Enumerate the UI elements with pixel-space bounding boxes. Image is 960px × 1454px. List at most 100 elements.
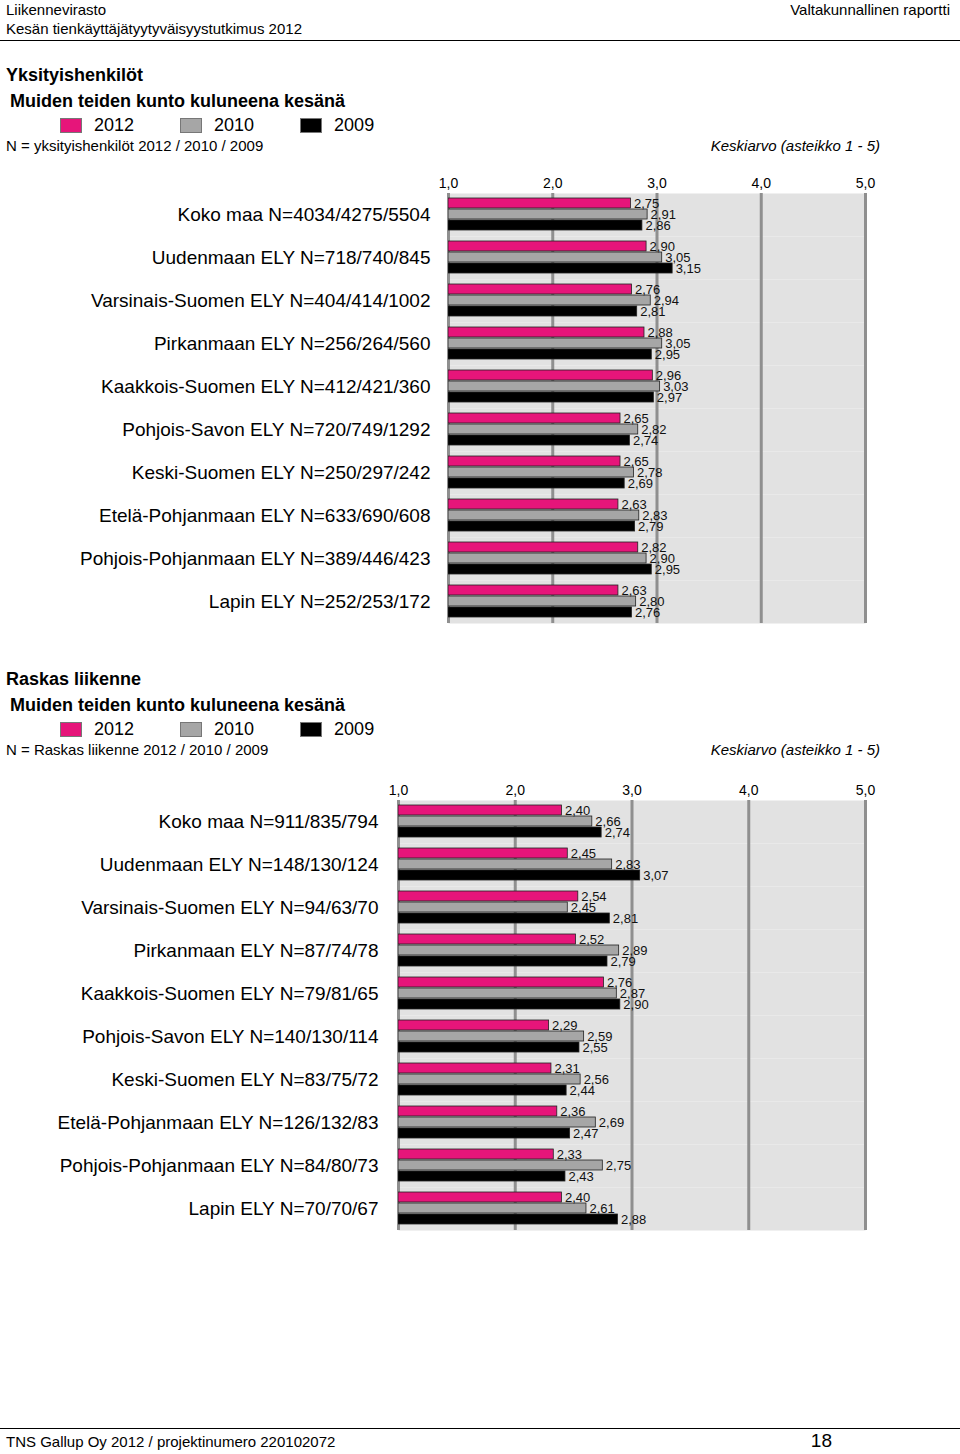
svg-text:Koko maa N=911/835/794: Koko maa N=911/835/794 — [159, 811, 379, 832]
svg-text:2,36: 2,36 — [560, 1104, 585, 1119]
svg-text:2,90: 2,90 — [649, 550, 675, 566]
svg-text:5,0: 5,0 — [856, 175, 876, 191]
svg-text:Kaakkois-Suomen ELY N=79/81/65: Kaakkois-Suomen ELY N=79/81/65 — [81, 983, 379, 1004]
svg-text:Koko maa N=4034/4275/5504: Koko maa N=4034/4275/5504 — [177, 204, 430, 225]
svg-text:Pirkanmaan ELY N=256/264/560: Pirkanmaan ELY N=256/264/560 — [154, 333, 431, 354]
svg-text:2,96: 2,96 — [655, 367, 682, 383]
svg-text:2,63: 2,63 — [621, 496, 647, 512]
svg-text:2,79: 2,79 — [638, 519, 663, 534]
svg-text:2,65: 2,65 — [623, 410, 649, 426]
html-text:Muiden teiden kunto kuluneena: Muiden teiden kunto kuluneena kesänä — [10, 91, 346, 111]
svg-text:Keski-Suomen ELY N=83/75/72: Keski-Suomen ELY N=83/75/72 — [111, 1069, 378, 1090]
svg-text:Uudenmaan ELY N=718/740/845: Uudenmaan ELY N=718/740/845 — [152, 247, 431, 268]
html-text:N = Raskas liikenne 2012 / 201: N = Raskas liikenne 2012 / 2010 / 2009 — [6, 741, 269, 758]
svg-text:Pohjois-Savon ELY N=140/130/11: Pohjois-Savon ELY N=140/130/114 — [82, 1026, 379, 1047]
svg-text:2,94: 2,94 — [653, 292, 680, 308]
svg-text:2,75: 2,75 — [606, 1158, 631, 1173]
svg-text:3,05: 3,05 — [665, 249, 691, 265]
svg-text:1,0: 1,0 — [389, 782, 409, 798]
svg-text:2,95: 2,95 — [655, 347, 680, 362]
svg-text:Varsinais-Suomen ELY N=404/414: Varsinais-Suomen ELY N=404/414/1002 — [91, 290, 431, 311]
html-text:Yksityishenkilöt: Yksityishenkilöt — [6, 65, 144, 85]
svg-text:2,90: 2,90 — [649, 238, 675, 254]
svg-text:2,45: 2,45 — [571, 846, 596, 861]
svg-text:Kaakkois-Suomen ELY N=412/421/: Kaakkois-Suomen ELY N=412/421/360 — [101, 376, 430, 397]
svg-text:2,0: 2,0 — [506, 782, 526, 798]
svg-text:2,52: 2,52 — [579, 932, 604, 947]
html-text:Muiden teiden kunto kuluneena: Muiden teiden kunto kuluneena kesänä — [10, 695, 346, 715]
svg-text:2,47: 2,47 — [573, 1126, 598, 1141]
svg-text:3,05: 3,05 — [665, 335, 691, 351]
svg-text:2,83: 2,83 — [642, 507, 668, 523]
svg-text:Pohjois-Pohjanmaan ELY N=84/80: Pohjois-Pohjanmaan ELY N=84/80/73 — [60, 1155, 379, 1176]
svg-text:2,91: 2,91 — [650, 206, 676, 222]
svg-text:2,86: 2,86 — [645, 218, 670, 233]
svg-text:2,76: 2,76 — [635, 605, 660, 620]
html-text:Keskiarvo (asteikko 1 - 5): Keskiarvo (asteikko 1 - 5) — [710, 741, 880, 758]
svg-text:2,74: 2,74 — [605, 825, 630, 840]
html-text:2009: 2009 — [334, 718, 375, 739]
svg-text:2,78: 2,78 — [637, 464, 663, 480]
html-text:2010: 2010 — [214, 114, 255, 135]
svg-text:Pohjois-Pohjanmaan ELY N=389/4: Pohjois-Pohjanmaan ELY N=389/446/423 — [80, 548, 431, 569]
html-text:Kesän tienkäyttäjätyytyväisyys: Kesän tienkäyttäjätyytyväisyystutkimus 2… — [6, 20, 302, 37]
svg-text:2,95: 2,95 — [655, 562, 680, 577]
svg-text:2,81: 2,81 — [640, 304, 665, 319]
svg-text:2,43: 2,43 — [568, 1169, 593, 1184]
svg-text:2,45: 2,45 — [571, 900, 596, 915]
html-text:Keskiarvo (asteikko 1 - 5): Keskiarvo (asteikko 1 - 5) — [710, 137, 880, 154]
svg-text:2,55: 2,55 — [582, 1040, 607, 1055]
svg-text:Etelä-Pohjanmaan ELY N=633/690: Etelä-Pohjanmaan ELY N=633/690/608 — [99, 505, 431, 526]
svg-text:2,90: 2,90 — [623, 997, 648, 1012]
html-text:N = yksityishenkilöt 2012 / 20: N = yksityishenkilöt 2012 / 2010 / 2009 — [6, 137, 264, 154]
html-text:2012: 2012 — [94, 718, 134, 739]
html-text:Valtakunnallinen raportti: Valtakunnallinen raportti — [790, 1, 950, 18]
svg-text:2,40: 2,40 — [565, 803, 590, 818]
svg-text:Lapin ELY N=252/253/172: Lapin ELY N=252/253/172 — [209, 591, 431, 612]
html-text:2009: 2009 — [334, 114, 375, 135]
svg-text:2,83: 2,83 — [615, 857, 640, 872]
svg-text:2,82: 2,82 — [641, 421, 667, 437]
svg-text:Pirkanmaan ELY N=87/74/78: Pirkanmaan ELY N=87/74/78 — [134, 940, 379, 961]
svg-text:2,61: 2,61 — [589, 1201, 614, 1216]
html-text:Raskas liikenne: Raskas liikenne — [6, 669, 142, 689]
svg-text:5,0: 5,0 — [856, 782, 876, 798]
html-text:2010: 2010 — [214, 718, 255, 739]
svg-text:2,76: 2,76 — [635, 281, 661, 297]
svg-text:2,81: 2,81 — [613, 911, 638, 926]
svg-text:2,33: 2,33 — [557, 1147, 582, 1162]
svg-text:3,15: 3,15 — [676, 261, 701, 276]
svg-text:4,0: 4,0 — [739, 782, 759, 798]
svg-text:2,74: 2,74 — [633, 433, 658, 448]
svg-text:2,29: 2,29 — [552, 1018, 577, 1033]
svg-text:4,0: 4,0 — [752, 175, 772, 191]
svg-text:2,88: 2,88 — [647, 324, 673, 340]
svg-text:2,40: 2,40 — [565, 1190, 590, 1205]
svg-text:2,97: 2,97 — [657, 390, 682, 405]
svg-text:Keski-Suomen ELY N=250/297/242: Keski-Suomen ELY N=250/297/242 — [132, 462, 431, 483]
svg-text:2,88: 2,88 — [621, 1212, 646, 1227]
svg-text:3,03: 3,03 — [663, 378, 689, 394]
svg-text:Uudenmaan ELY N=148/130/124: Uudenmaan ELY N=148/130/124 — [100, 854, 379, 875]
svg-text:2,69: 2,69 — [599, 1115, 624, 1130]
svg-text:1,0: 1,0 — [439, 175, 459, 191]
svg-text:Etelä-Pohjanmaan ELY N=126/132: Etelä-Pohjanmaan ELY N=126/132/83 — [58, 1112, 379, 1133]
svg-text:3,07: 3,07 — [643, 868, 668, 883]
html-text:2012: 2012 — [94, 114, 134, 135]
svg-text:Pohjois-Savon ELY N=720/749/12: Pohjois-Savon ELY N=720/749/1292 — [122, 419, 430, 440]
svg-text:2,31: 2,31 — [554, 1061, 579, 1076]
svg-text:2,65: 2,65 — [623, 453, 649, 469]
html-text:TNS Gallup Oy 2012 / projektin: TNS Gallup Oy 2012 / projektinumero 2201… — [6, 1433, 336, 1450]
svg-text:Varsinais-Suomen ELY N=94/63/7: Varsinais-Suomen ELY N=94/63/70 — [81, 897, 378, 918]
svg-text:Lapin ELY N=70/70/67: Lapin ELY N=70/70/67 — [189, 1198, 379, 1219]
svg-text:2,75: 2,75 — [633, 195, 660, 211]
svg-text:3,0: 3,0 — [647, 175, 667, 191]
html-text:18: 18 — [810, 1430, 832, 1451]
svg-text:3,0: 3,0 — [622, 782, 642, 798]
svg-text:2,0: 2,0 — [543, 175, 563, 191]
svg-text:2,79: 2,79 — [610, 954, 635, 969]
svg-text:2,69: 2,69 — [628, 476, 653, 491]
html-text:Liikennevirasto: Liikennevirasto — [6, 1, 107, 18]
svg-text:2,82: 2,82 — [641, 539, 667, 555]
svg-text:2,44: 2,44 — [570, 1083, 595, 1098]
